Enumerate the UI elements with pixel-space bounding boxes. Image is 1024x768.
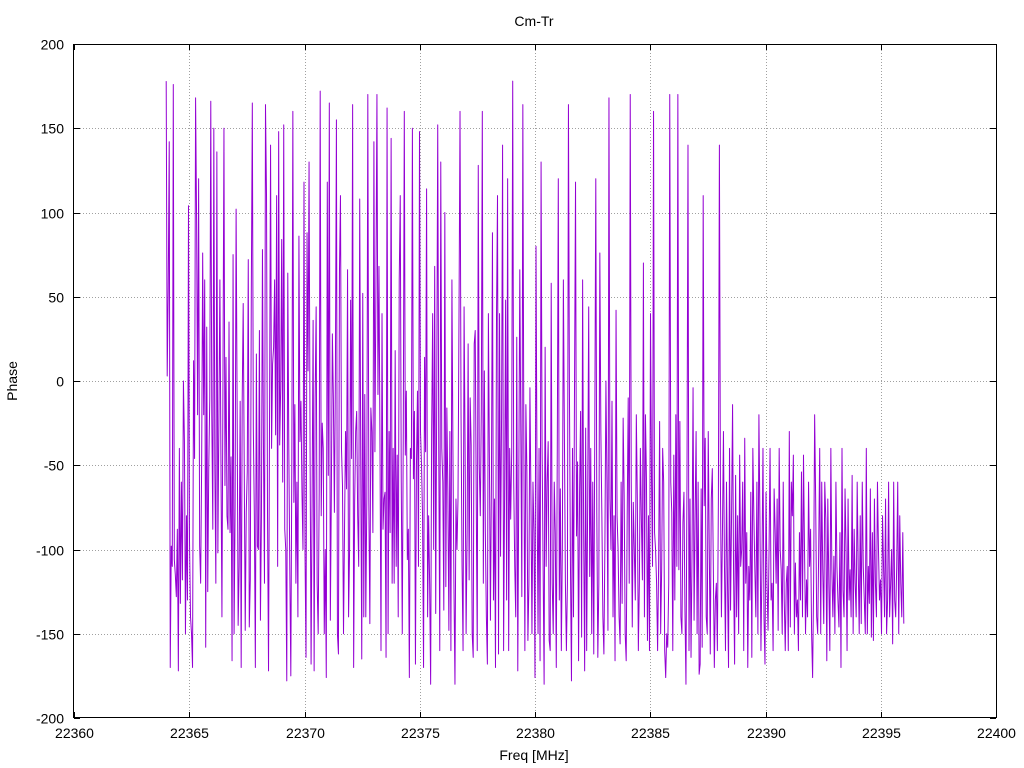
x-axis-label: Freq [MHz] (499, 747, 568, 763)
x-tick-label: 22385 (631, 725, 670, 741)
y-tick-label: -50 (44, 458, 64, 474)
x-tick-label: 22370 (286, 725, 325, 741)
x-tick-label: 22390 (747, 725, 786, 741)
x-tick-label: 22375 (401, 725, 440, 741)
y-tick-label: -200 (36, 711, 64, 727)
y-axis-label: Phase (4, 361, 20, 401)
tick-marks (74, 44, 997, 719)
series-layer (165, 80, 905, 685)
x-tick-label: 22365 (170, 725, 209, 741)
y-tick-label: 0 (56, 374, 64, 390)
y-tick-label: 150 (41, 121, 65, 137)
y-tick-label: 50 (48, 290, 64, 306)
phase-series-line (165, 80, 905, 685)
y-tick-label: 100 (41, 206, 65, 222)
x-tick-labels: 22360 22365 22370 22375 22380 22385 22390 22395… (55, 725, 1016, 741)
y-tick-label: -100 (36, 543, 64, 559)
x-tick-label: 22380 (516, 725, 555, 741)
y-tick-label: 200 (41, 37, 65, 53)
x-tick-label: 22360 (55, 725, 94, 741)
x-tick-label: 22400 (977, 725, 1016, 741)
x-tick-label: 22395 (862, 725, 901, 741)
chart-title: Cm-Tr (514, 13, 553, 29)
y-tick-labels: -200 -150 -100 -50 0 50 100 150 200 (36, 37, 64, 727)
y-tick-label: -150 (36, 627, 64, 643)
